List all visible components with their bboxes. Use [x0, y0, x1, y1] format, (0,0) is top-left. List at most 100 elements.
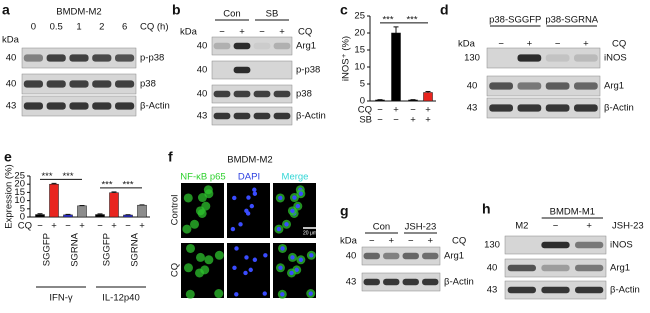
nucleus	[246, 195, 251, 200]
cell-stain	[190, 219, 200, 229]
x-row-label: +	[111, 221, 117, 232]
sign-label: +	[583, 39, 589, 50]
y-tick-label: 15	[354, 45, 365, 56]
significance: ***	[406, 14, 417, 25]
condition-label: CQ	[452, 236, 466, 247]
significance: ***	[382, 14, 393, 25]
blot-band	[517, 82, 542, 90]
lane-label: M2	[515, 221, 528, 232]
condition-label: CQ	[612, 39, 626, 50]
blot-band	[253, 112, 271, 120]
row-label: β-Actin	[604, 103, 634, 114]
subgroup-label: SGGFP	[102, 233, 113, 266]
row-label: Arg1	[604, 81, 624, 92]
bar	[35, 214, 45, 218]
blot-strip	[486, 97, 601, 119]
blot-band	[545, 82, 570, 90]
group-label: p38-SGRNA	[545, 15, 598, 26]
sign-label: +	[388, 236, 394, 247]
mw-label: 40	[197, 65, 208, 76]
blot-band	[545, 54, 570, 62]
bar	[109, 192, 119, 218]
nucleus	[280, 246, 285, 251]
y-tick-label: 15	[14, 187, 25, 198]
blot-band	[422, 278, 439, 286]
condition-label: CQ (h)	[140, 22, 169, 33]
subgroup-label: SGRNA	[130, 232, 141, 266]
blot-band	[575, 241, 604, 249]
sign-label: −	[369, 236, 375, 247]
row-label: iNOS	[610, 240, 633, 251]
cell-stain	[185, 289, 195, 299]
x-row-label: +	[425, 105, 431, 116]
blot-band	[402, 252, 419, 260]
blot-band	[23, 54, 43, 62]
sign-label: +	[239, 27, 245, 38]
group-label: SB	[266, 9, 279, 20]
y-tick-label: 10	[14, 195, 25, 206]
bar	[95, 214, 105, 218]
x-row-label: −	[97, 221, 103, 232]
bar	[137, 204, 147, 218]
nucleus	[238, 222, 243, 227]
nucleus	[234, 246, 239, 251]
x-row-label: +	[79, 221, 85, 232]
x-row-label: −	[377, 115, 383, 126]
blot-band	[383, 278, 400, 286]
row-label: Control	[170, 195, 181, 226]
mw-label: 40	[346, 251, 357, 262]
error-bar	[51, 182, 57, 185]
blot-band	[46, 80, 66, 88]
micrograph	[227, 243, 270, 298]
blot-band	[489, 104, 513, 112]
panel-letter: f	[168, 149, 173, 165]
nucleus	[232, 265, 237, 270]
subgroup-label: SGGFP	[42, 233, 53, 266]
blot-strip	[361, 272, 441, 292]
nucleus	[309, 253, 314, 258]
panel-letter: e	[4, 149, 12, 165]
x-row-label: −	[377, 105, 383, 116]
sign-label: −	[498, 39, 504, 50]
panel-title: BMDM-M2	[227, 155, 272, 166]
lane-label: 1	[76, 22, 81, 33]
nucleus	[262, 291, 267, 296]
row-label: β-Actin	[610, 285, 640, 296]
significance: ***	[41, 171, 52, 182]
blot-band	[213, 112, 231, 120]
panel-letter: b	[172, 2, 181, 18]
blot-band	[46, 54, 66, 62]
y-tick-label: 0	[20, 212, 25, 223]
blot-band	[273, 90, 291, 98]
condition-label: JSH-23	[612, 221, 644, 232]
row-label: Arg1	[610, 263, 630, 274]
blot-band	[363, 278, 380, 286]
blot-band	[273, 112, 291, 120]
nucleus	[230, 226, 236, 232]
bar	[49, 183, 59, 218]
blot-band	[422, 252, 439, 260]
y-tick-label: 25	[14, 171, 25, 182]
y-tick-label: 5	[360, 79, 365, 90]
blot-band	[541, 286, 570, 294]
group-label: Con	[223, 9, 240, 20]
x-row-label: −	[37, 221, 43, 232]
blot-strip	[211, 36, 293, 56]
blot-strip	[211, 84, 293, 104]
kda-label: kDa	[458, 39, 476, 50]
channel-label: Merge	[282, 172, 309, 183]
blot-band	[273, 42, 291, 50]
mw-label: 40	[467, 81, 478, 92]
nucleus	[280, 292, 285, 297]
nucleus	[298, 191, 304, 196]
cell-stain	[183, 263, 193, 273]
sign-label: −	[555, 39, 561, 50]
blot-band	[92, 80, 112, 88]
panel-letter: g	[340, 203, 349, 219]
sign-label: −	[219, 27, 225, 38]
scale-bar-label: 20 μm	[303, 230, 317, 236]
sign-label: −	[259, 27, 265, 38]
cell-stain	[204, 255, 214, 265]
channel-label: NF-κB p65	[180, 172, 225, 183]
blot-band	[69, 102, 89, 110]
